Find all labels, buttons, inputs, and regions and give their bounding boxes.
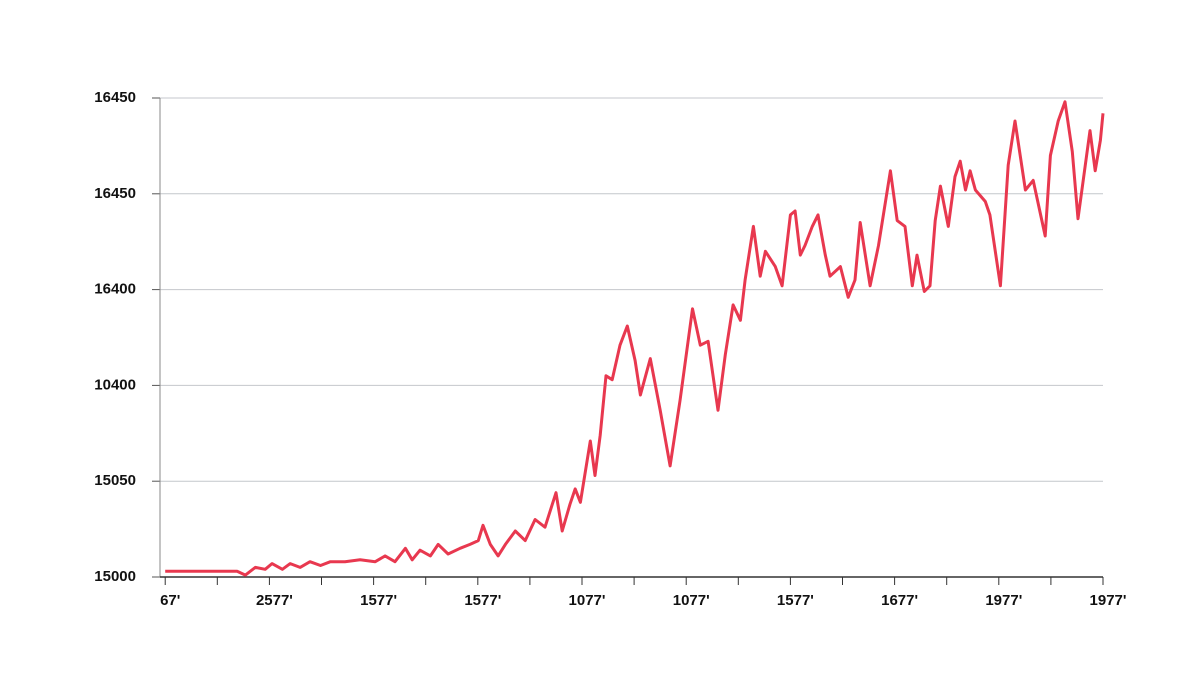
x-tick-label: 1977' [985,592,1022,609]
x-tick-label: 1577' [360,592,397,609]
x-tick-label: 1677' [881,592,918,609]
x-tick-label: 1577' [464,592,501,609]
y-tick-label: 16400 [94,281,136,298]
x-tick-label: 2577' [256,592,293,609]
y-tick-label: 10400 [94,376,136,393]
y-tick-label: 16450 [94,185,136,202]
y-tick-label: 15050 [94,472,136,489]
x-tick-label: 1077' [673,592,710,609]
x-tick-label: 1077' [569,592,606,609]
y-tick-label: 15000 [94,568,136,585]
y-tick-label: 16450 [94,89,136,106]
data-line [165,100,1105,577]
x-tick-label: 1577' [777,592,814,609]
x-tick-label: 67' [160,592,180,609]
x-tick-label: 1977' [1090,592,1127,609]
